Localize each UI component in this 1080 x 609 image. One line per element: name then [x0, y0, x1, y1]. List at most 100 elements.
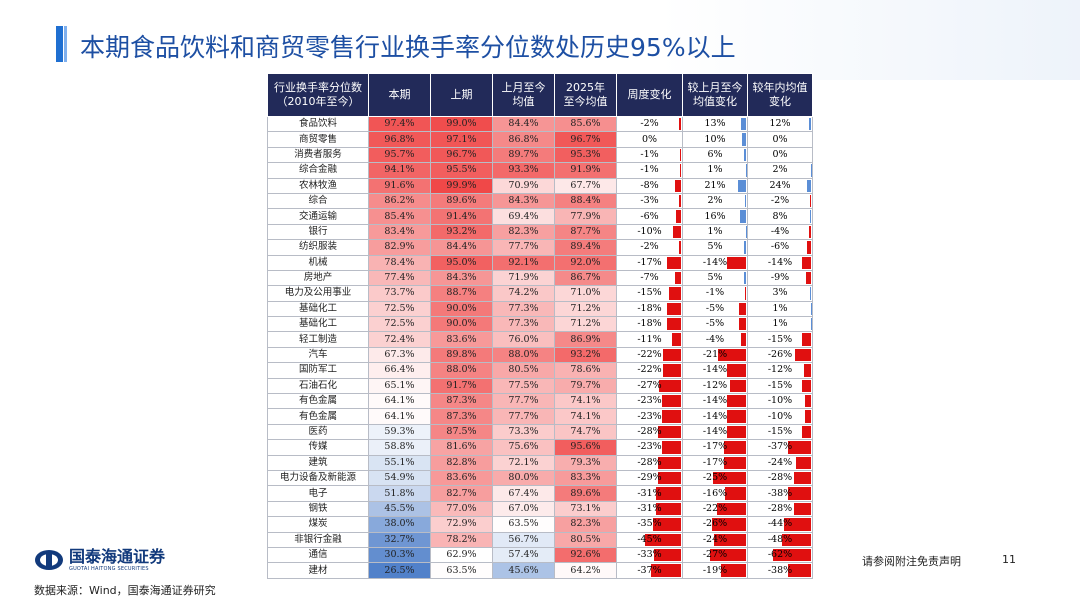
- mtd-mean-cell: 57.4%: [492, 546, 555, 564]
- vs-mtd-change-cell: -19%: [682, 562, 748, 579]
- change-bar: [659, 379, 681, 393]
- ytd-mean-cell: 73.1%: [554, 500, 617, 518]
- vs-mtd-change-cell: -14%: [682, 423, 748, 441]
- change-bar: [727, 364, 746, 377]
- table-row: 轻工制造 72.4% 83.6% 76.0% 86.9% -11% -4% -15%: [267, 331, 813, 348]
- table-row: 石油石化 65.1% 91.7% 77.5% 79.7% -27% -12% -15%: [267, 377, 813, 395]
- change-bar: [801, 379, 811, 393]
- mtd-mean-cell: 63.5%: [492, 516, 555, 533]
- current-value-cell: 77.4%: [368, 269, 431, 287]
- mtd-mean-cell: 77.7%: [492, 239, 555, 256]
- weekly-change-cell: -2%: [616, 239, 683, 256]
- current-value-cell: 78.4%: [368, 254, 431, 271]
- header-current: 本期: [368, 73, 431, 117]
- previous-value-cell: 83.6%: [430, 331, 493, 348]
- ytd-mean-cell: 96.7%: [554, 131, 617, 148]
- table-row: 电力设备及新能源 54.9% 83.6% 80.0% 83.3% -29% -25% -28%: [267, 469, 813, 487]
- vs-ytd-change-cell: 1%: [747, 316, 813, 333]
- current-value-cell: 72.5%: [368, 316, 431, 333]
- change-bar: [810, 287, 811, 300]
- header-weekly-change: 周度变化: [616, 73, 683, 117]
- vs-mtd-change-cell: 21%: [682, 177, 748, 194]
- industry-name-cell: 基础化工: [267, 316, 369, 333]
- change-bar: [724, 487, 746, 500]
- change-bar: [807, 241, 811, 254]
- change-bar: [808, 118, 811, 131]
- industry-name-cell: 汽车: [267, 346, 369, 364]
- vs-mtd-change-cell: 1%: [682, 162, 748, 179]
- ytd-mean-cell: 74.1%: [554, 393, 617, 410]
- previous-value-cell: 89.8%: [430, 346, 493, 364]
- weekly-change-cell: -28%: [616, 454, 683, 471]
- weekly-change-cell: -29%: [616, 469, 683, 487]
- page-number: 11: [1002, 553, 1016, 566]
- logo-icon: [35, 550, 63, 570]
- current-value-cell: 30.3%: [368, 546, 431, 564]
- vs-ytd-change-cell: -15%: [747, 331, 813, 348]
- change-bar: [809, 194, 811, 208]
- change-bar: [784, 518, 811, 531]
- change-bar: [801, 425, 811, 439]
- industry-name-cell: 钢铁: [267, 500, 369, 518]
- ytd-mean-cell: 77.9%: [554, 208, 617, 225]
- table-row: 传媒 58.8% 81.6% 75.6% 95.6% -23% -17% -37%: [267, 439, 813, 456]
- mtd-mean-cell: 67.4%: [492, 485, 555, 502]
- mtd-mean-cell: 84.3%: [492, 192, 555, 210]
- ytd-mean-cell: 92.0%: [554, 254, 617, 271]
- weekly-change-cell: -18%: [616, 316, 683, 333]
- weekly-change-cell: -18%: [616, 300, 683, 318]
- weekly-change-cell: -23%: [616, 393, 683, 410]
- current-value-cell: 66.4%: [368, 362, 431, 379]
- change-bar: [744, 241, 746, 254]
- previous-value-cell: 62.9%: [430, 546, 493, 564]
- vs-mtd-change-cell: -1%: [682, 285, 748, 302]
- weekly-change-cell: -45%: [616, 531, 683, 548]
- vs-mtd-change-cell: 10%: [682, 131, 748, 148]
- change-bar: [796, 456, 811, 469]
- ytd-mean-cell: 92.6%: [554, 546, 617, 564]
- vs-ytd-change-cell: -15%: [747, 423, 813, 441]
- vs-ytd-change-cell: -38%: [747, 485, 813, 502]
- current-value-cell: 72.4%: [368, 331, 431, 348]
- current-value-cell: 86.2%: [368, 192, 431, 210]
- mtd-mean-cell: 77.5%: [492, 377, 555, 395]
- previous-value-cell: 90.0%: [430, 316, 493, 333]
- industry-name-cell: 机械: [267, 254, 369, 271]
- vs-ytd-change-cell: -6%: [747, 239, 813, 256]
- vs-ytd-change-cell: 0%: [747, 131, 813, 148]
- industry-name-cell: 交通运输: [267, 208, 369, 225]
- change-bar: [714, 533, 746, 546]
- industry-name-cell: 石油石化: [267, 377, 369, 395]
- weekly-change-cell: -8%: [616, 177, 683, 194]
- industry-name-cell: 综合金融: [267, 162, 369, 179]
- change-bar: [676, 210, 681, 223]
- vs-ytd-change-cell: 3%: [747, 285, 813, 302]
- previous-value-cell: 97.1%: [430, 131, 493, 148]
- mtd-mean-cell: 76.0%: [492, 331, 555, 348]
- current-value-cell: 54.9%: [368, 469, 431, 487]
- industry-name-cell: 非银行金融: [267, 531, 369, 548]
- change-bar: [657, 471, 681, 485]
- change-bar: [663, 348, 681, 362]
- vs-ytd-change-cell: -48%: [747, 531, 813, 548]
- weekly-change-cell: -22%: [616, 346, 683, 364]
- industry-name-cell: 商贸零售: [267, 131, 369, 148]
- vs-ytd-change-cell: 12%: [747, 115, 813, 133]
- vs-ytd-change-cell: -26%: [747, 346, 813, 364]
- weekly-change-cell: -37%: [616, 562, 683, 579]
- ytd-mean-cell: 91.9%: [554, 162, 617, 179]
- table-row: 交通运输 85.4% 91.4% 69.4% 77.9% -6% 16% 8%: [267, 208, 813, 225]
- change-bar: [674, 179, 681, 192]
- industry-name-cell: 电力设备及新能源: [267, 469, 369, 487]
- table-row: 纺织服装 82.9% 84.4% 77.7% 89.4% -2% 5% -6%: [267, 239, 813, 256]
- ytd-mean-cell: 89.4%: [554, 239, 617, 256]
- table-body: 食品饮料 97.4% 99.0% 84.4% 85.6% -2% 13% 12% 商贸零售 96.…: [267, 115, 813, 579]
- disclaimer-link[interactable]: 请参阅附注免责声明: [862, 555, 961, 568]
- header-mtd-mean: 上月至今 均值: [492, 73, 555, 117]
- change-bar: [667, 256, 681, 269]
- previous-value-cell: 99.9%: [430, 177, 493, 194]
- ytd-mean-cell: 64.2%: [554, 562, 617, 579]
- weekly-change-cell: -31%: [616, 500, 683, 518]
- change-bar: [656, 487, 681, 500]
- mtd-mean-cell: 72.1%: [492, 454, 555, 471]
